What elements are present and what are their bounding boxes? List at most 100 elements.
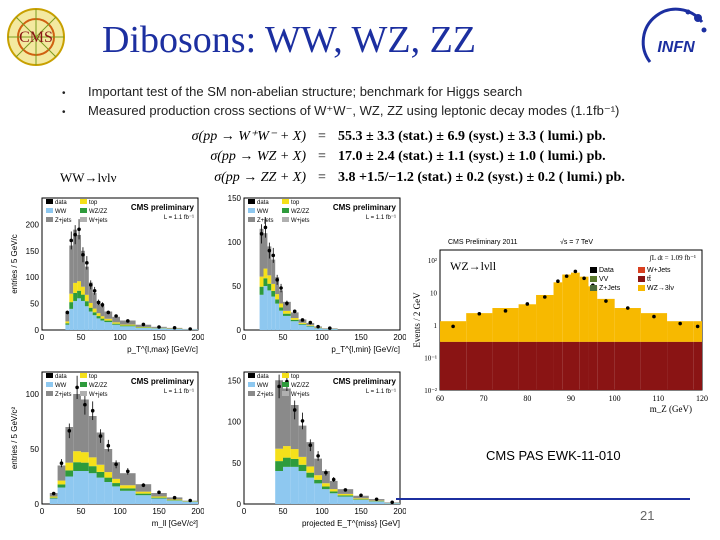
vz-bar [49,497,58,499]
legend-label: W+jets [291,392,310,398]
vz-bar [112,483,120,487]
zjets-bar [290,312,299,319]
lumi-label: L = 1.1 fb⁻¹ [164,215,194,221]
top-bar [73,282,78,293]
legend-swatch [282,217,289,222]
vz-bar [314,479,322,484]
top-bar [298,322,307,324]
x-tick-label: 200 [191,333,204,342]
zjets-bar [65,427,74,463]
ww-bar [73,471,81,504]
zjets-bar [65,311,70,322]
ww-bar [120,326,136,330]
x-tick-label: 110 [652,394,664,403]
legend-label: Z+jets [55,218,72,224]
ttbar-bar [579,341,589,390]
equation-lhs: σ(pp → W⁺W⁻ + X) [191,129,306,144]
wz-signal-bar [571,272,580,342]
ww-bar [314,483,322,504]
vz-bar [96,471,105,478]
top-bar [275,448,283,462]
vz-bar [271,290,276,297]
vz-bar [290,458,299,467]
legend-label: W+jets [89,218,108,224]
ttbar-bar [562,341,571,390]
vz-bar [88,466,97,474]
wz-signal-bar [597,298,615,342]
top-bar [73,451,81,463]
vz-bar [81,294,85,301]
y-tick-label: 10⁻² [424,387,437,395]
zjets-bar [151,493,167,497]
lumi-label: L = 1.1 fb⁻¹ [366,389,396,395]
vz-bar [259,286,264,295]
ww-bar [290,321,299,330]
y-tick-label: 0 [35,500,40,509]
wz-signal-bar [440,321,467,342]
legend-label: data [55,374,67,380]
vz-bar [322,486,330,490]
vz-bar [77,290,81,299]
legend-label: WW [55,383,67,389]
x-tick-label: 200 [393,507,406,516]
vz-bar [120,488,136,491]
legend-label: WW [55,209,67,215]
wz-signal-bar [492,308,519,342]
vz-bar [65,470,74,477]
data-point [543,295,547,299]
top-bar [290,318,299,320]
x-axis-label: m_Z (GeV) [650,404,692,414]
top-bar [77,281,81,291]
wz-plot-title: CMS Preliminary 2011 [448,239,518,246]
legend-swatch [638,276,645,282]
y-tick-label: 10⁻¹ [424,354,437,362]
vz-bar [290,319,299,322]
y-tick-label: 150 [26,247,40,256]
legend-label: WZ/ZZ [89,209,108,215]
legend-label: Z+jets [55,392,72,398]
top-bar [151,496,167,498]
cms-preliminary-label: CMS preliminary [333,377,397,386]
page-number: 21 [640,508,655,523]
top-bar [65,462,74,471]
x-axis-label: projected E_T^{miss} [GeV] [302,519,400,528]
top-bar [135,491,152,494]
cms-preliminary-label: CMS preliminary [131,203,195,212]
lumi-label: L = 1.1 fb⁻¹ [366,215,396,221]
wz-signal-bar [562,274,571,342]
top-bar [112,478,120,484]
vz-bar [135,493,152,496]
vz-bar [151,497,167,499]
zjets-bar [263,233,268,269]
y-tick-label: 50 [232,459,241,468]
zjets-bar [57,465,66,481]
equation-lhs: σ(pp → WZ + X) [210,149,306,164]
ww-bar [353,499,369,504]
top-bar [322,483,330,487]
ttbar-bar [693,341,702,390]
zjets-bar [100,306,105,317]
top-bar [353,498,369,500]
wz-signal-bar [667,321,694,342]
ww-plot-ptmax: 200 150 100 50 00 50 100 150 200 p_T^{l,max} [GeV… [8,190,204,362]
data-point [695,324,700,329]
ww-bar [49,498,58,504]
ww-bar [275,471,283,504]
top-bar [279,303,283,308]
legend-swatch [638,267,645,273]
ww-bar [65,476,74,504]
x-tick-label: 50 [77,333,86,342]
zjets-bar [112,462,120,479]
legend-label: WW [257,383,269,389]
wz-signal-bar [693,321,702,342]
ww-bar [337,496,354,504]
legend-swatch [282,208,289,213]
y-tick-label: 0 [35,326,40,335]
equation-wz: σ(pp → WZ + X) = 17.0 ± 2.4 (stat.) ± 1.1 … [148,149,605,165]
wz-signal-bar [553,282,563,342]
equals-sign: = [318,170,326,185]
ttbar-bar [588,341,598,390]
data-point [652,314,656,319]
x-tick-label: 50 [77,507,86,516]
y-tick-label: 50 [30,300,39,309]
